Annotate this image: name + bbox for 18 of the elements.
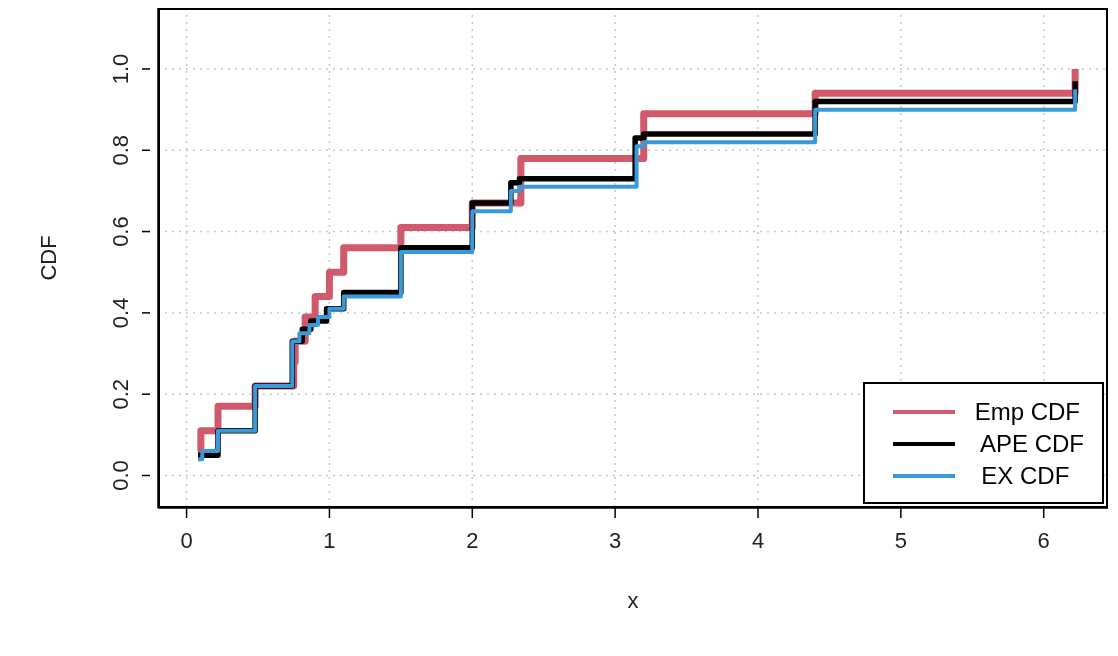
x-axis-title: x	[627, 588, 639, 613]
y-axis-title: CDF	[35, 235, 61, 281]
y-tick-label: 1.0	[108, 53, 133, 85]
legend-label: EX CDF	[980, 462, 1070, 490]
legend-label: APE CDF	[979, 430, 1084, 458]
y-tick-label: 0.2	[108, 378, 133, 410]
y-tick-label: 0.8	[108, 134, 133, 166]
y-tick-label: 0.0	[108, 460, 133, 491]
x-tick-label: 2	[466, 527, 479, 553]
legend-label: Emp CDF	[974, 398, 1080, 426]
y-tick-label: 0.6	[108, 216, 133, 247]
y-tick-label: 0.4	[108, 297, 133, 329]
x-tick-label: 4	[751, 527, 765, 553]
x-tick-label: 5	[894, 527, 907, 553]
x-tick-label: 0	[180, 527, 193, 553]
x-tick-label: 3	[609, 527, 622, 553]
x-tick-label: 6	[1037, 527, 1050, 553]
x-tick-label: 1	[323, 527, 336, 553]
